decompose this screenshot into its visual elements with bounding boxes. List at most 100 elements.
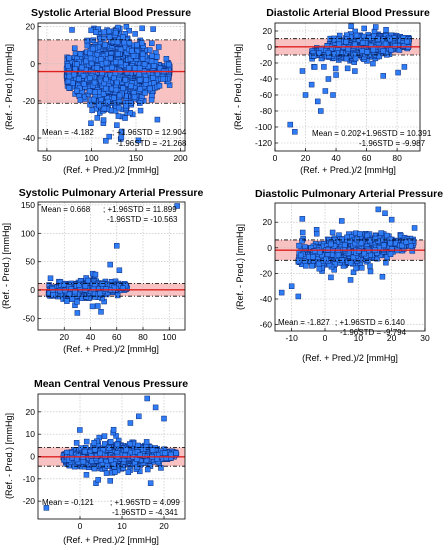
outlier-point (314, 98, 321, 105)
data-point (111, 75, 117, 81)
data-point (136, 65, 143, 71)
outlier-point (318, 108, 324, 114)
data-point (66, 85, 72, 91)
data-point (114, 39, 121, 45)
y-tick-label: 20 (26, 22, 36, 32)
data-point (136, 77, 143, 83)
x-tick-label: 60 (362, 153, 372, 163)
data-point (114, 292, 121, 299)
data-point (100, 117, 107, 123)
data-point (370, 46, 377, 53)
data-point (72, 288, 78, 295)
data-point (139, 55, 146, 62)
data-point (344, 65, 351, 72)
data-point (141, 61, 148, 68)
outlier-point (107, 261, 113, 268)
data-point (332, 65, 339, 72)
data-point (75, 76, 82, 82)
data-point (101, 35, 107, 42)
data-point (139, 25, 145, 32)
data-point (119, 128, 125, 135)
data-point (127, 110, 133, 116)
data-point (325, 49, 332, 56)
x-tick-label: 40 (331, 153, 341, 163)
data-point (98, 56, 104, 62)
data-point (380, 73, 386, 79)
data-point (103, 85, 109, 92)
data-point (104, 98, 111, 105)
data-point (106, 133, 112, 140)
data-point (120, 34, 126, 40)
data-point (114, 79, 120, 86)
data-point (370, 60, 376, 67)
outlier-point (174, 203, 180, 209)
data-point (156, 82, 163, 89)
data-point (321, 64, 327, 70)
data-point (380, 48, 386, 54)
data-point (383, 27, 389, 33)
data-point (73, 87, 80, 94)
data-point (66, 55, 72, 61)
data-point (352, 68, 358, 74)
data-point (80, 72, 87, 79)
data-point (47, 275, 54, 282)
y-tick-label: 0 (30, 59, 35, 69)
plot-frame (274, 22, 421, 152)
data-point (106, 28, 113, 35)
x-tick-label: 60 (112, 332, 122, 342)
data-point (96, 102, 103, 109)
data-point (92, 89, 98, 95)
data-point (103, 76, 109, 83)
data-point (372, 24, 379, 30)
data-point (376, 53, 383, 60)
data-point (115, 104, 122, 111)
y-tick-label: -120 (255, 138, 272, 148)
data-point (115, 51, 121, 57)
data-point (387, 36, 393, 43)
data-point (69, 27, 75, 33)
data-point (150, 75, 156, 81)
data-point (84, 42, 91, 49)
data-point (66, 73, 73, 80)
points (278, 206, 418, 300)
data-point (134, 42, 140, 48)
data-point (120, 85, 126, 91)
y-tick-label: 100 (21, 228, 35, 238)
data-point (135, 137, 142, 144)
data-point (106, 34, 113, 40)
x-tick-label: 100 (84, 153, 98, 163)
data-point (126, 27, 132, 34)
x-tick-label: 80 (392, 153, 402, 163)
data-point (352, 55, 359, 62)
data-point (103, 138, 109, 144)
data-point (127, 56, 134, 62)
data-point (61, 281, 67, 288)
data-point (149, 53, 155, 59)
data-point (93, 29, 99, 35)
outlier-point (302, 92, 309, 98)
outlier-point (299, 68, 306, 74)
data-point (137, 107, 144, 114)
data-point (132, 31, 138, 37)
data-point (87, 50, 93, 57)
outlier-point (114, 243, 120, 249)
data-point (78, 64, 85, 71)
data-point (77, 85, 83, 91)
data-point (91, 79, 98, 86)
data-point (75, 282, 82, 288)
data-point (71, 45, 78, 52)
data-point (112, 107, 119, 114)
outlier-point (325, 76, 332, 82)
outlier-point (333, 72, 339, 78)
data-point (148, 97, 155, 103)
outlier-point (292, 129, 298, 135)
data-point (85, 277, 91, 284)
x-tick-label: 20 (60, 332, 70, 342)
data-point (371, 33, 377, 39)
data-point (107, 55, 114, 62)
data-point (154, 116, 161, 123)
data-point (50, 292, 56, 298)
x-tick-label: 40 (86, 332, 96, 342)
data-point (151, 63, 157, 69)
